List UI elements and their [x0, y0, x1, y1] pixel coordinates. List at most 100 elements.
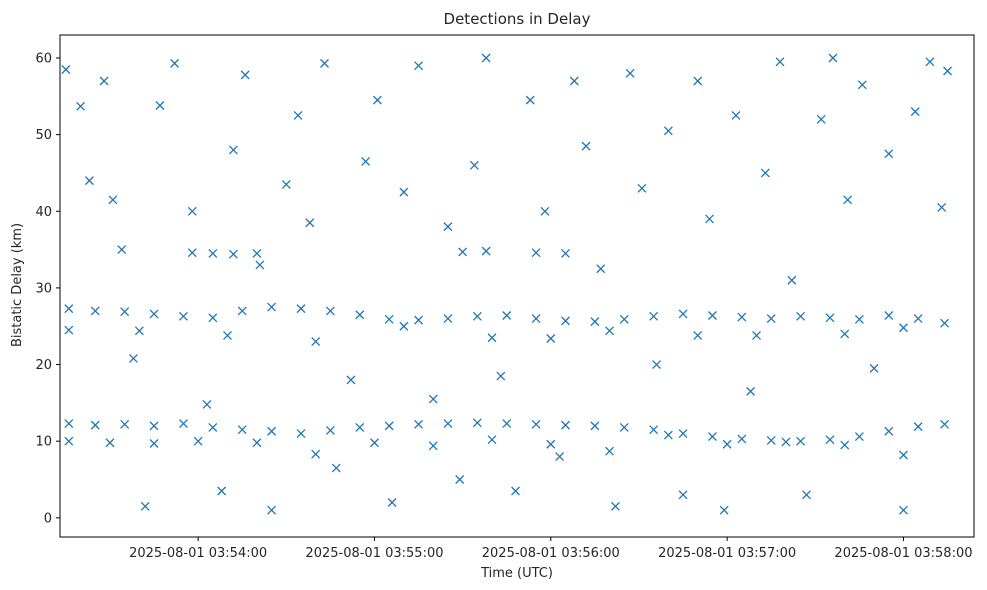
data-point-marker — [428, 441, 438, 451]
data-point-marker — [443, 222, 453, 232]
y-tick-label: 0 — [44, 511, 52, 526]
data-point-marker — [816, 114, 826, 124]
y-tick-label: 20 — [35, 358, 52, 373]
data-point-marker — [825, 313, 835, 323]
data-point-marker — [707, 311, 717, 320]
y-tick-label: 50 — [35, 128, 52, 143]
data-point-marker — [722, 439, 732, 449]
data-point-marker — [796, 311, 806, 321]
data-point-marker — [857, 80, 867, 90]
data-point-marker — [361, 156, 371, 166]
data-point-marker — [387, 498, 397, 507]
x-tick-label: 2025-08-01 03:57:00 — [658, 546, 796, 561]
y-tick-label: 60 — [35, 51, 52, 66]
data-point-marker — [399, 187, 409, 197]
x-tick-label: 2025-08-01 03:54:00 — [129, 546, 267, 561]
data-point-marker — [840, 329, 850, 339]
data-point-marker — [458, 247, 468, 257]
data-point-marker — [649, 425, 659, 435]
data-point-marker — [84, 176, 94, 186]
y-tick-label: 10 — [35, 435, 52, 450]
x-axis-label: Time (UTC) — [480, 566, 553, 581]
y-tick-label: 30 — [35, 281, 52, 296]
data-point-marker — [170, 58, 180, 68]
data-point-marker — [187, 248, 197, 258]
data-point-marker — [546, 334, 556, 343]
data-point-marker — [546, 439, 556, 449]
data-point-marker — [610, 501, 620, 511]
x-tick-label: 2025-08-01 03:56:00 — [482, 546, 620, 561]
data-point-marker — [787, 275, 797, 285]
data-point-marker — [796, 436, 806, 446]
plot-marks — [61, 53, 953, 515]
data-point-marker — [120, 307, 130, 317]
data-point-marker — [869, 363, 879, 373]
plot-axes: 0 10 20 30 40 50 60 2025-08-01 03:54:00 2025-08-… — [35, 34, 975, 561]
data-point-marker — [561, 420, 570, 430]
data-point-marker — [649, 311, 659, 321]
data-point-marker — [581, 141, 591, 151]
data-point-marker — [940, 318, 950, 328]
data-point-marker — [737, 434, 747, 444]
data-point-marker — [399, 321, 409, 331]
data-point-marker — [746, 386, 756, 396]
data-point-marker — [472, 311, 482, 321]
data-point-marker — [884, 311, 894, 320]
data-point-marker — [605, 446, 615, 456]
data-point-marker — [129, 353, 138, 363]
data-point-marker — [802, 490, 811, 500]
data-point-marker — [64, 436, 74, 446]
data-point-marker — [178, 419, 188, 429]
data-point-marker — [120, 419, 130, 429]
data-point-marker — [155, 101, 165, 110]
data-point-marker — [469, 160, 479, 170]
data-point-marker — [561, 316, 570, 326]
plot-frame — [59, 34, 975, 538]
data-point-marker — [149, 421, 159, 431]
data-point-marker — [414, 315, 424, 325]
data-point-marker — [76, 101, 86, 111]
y-axis-label: Bistatic Delay (km) — [10, 223, 25, 347]
data-point-marker — [531, 248, 541, 258]
data-point-marker — [296, 304, 306, 314]
data-point-marker — [228, 249, 238, 259]
data-point-marker — [502, 311, 512, 320]
data-point-marker — [90, 420, 100, 430]
data-point-marker — [760, 168, 770, 178]
data-point-marker — [208, 422, 218, 432]
data-point-marker — [414, 419, 424, 429]
data-point-marker — [117, 245, 127, 255]
data-point-marker — [496, 371, 506, 381]
data-point-marker — [281, 179, 291, 189]
data-point-marker — [267, 426, 277, 436]
data-point-marker — [325, 306, 335, 316]
data-point-marker — [913, 422, 923, 432]
data-point-marker — [766, 435, 776, 445]
data-point-marker — [511, 486, 520, 496]
data-point-marker — [325, 426, 335, 435]
data-point-marker — [140, 501, 150, 511]
data-point-marker — [719, 505, 729, 515]
data-point-marker — [217, 486, 227, 496]
data-point-marker — [590, 421, 600, 431]
data-point-marker — [828, 53, 838, 63]
data-point-marker — [64, 419, 74, 429]
data-point-marker — [525, 95, 535, 105]
data-point-marker — [487, 333, 497, 343]
data-point-marker — [843, 195, 853, 205]
data-point-marker — [237, 306, 247, 316]
data-point-marker — [149, 439, 159, 448]
data-point-marker — [90, 306, 100, 316]
data-point-marker — [64, 325, 74, 335]
data-point-marker — [61, 65, 71, 74]
data-point-marker — [208, 248, 218, 258]
data-point-marker — [414, 61, 424, 71]
data-point-marker — [240, 70, 250, 80]
data-point-marker — [854, 314, 864, 324]
data-point-marker — [663, 430, 673, 440]
data-point-marker — [913, 314, 923, 324]
data-point-marker — [370, 438, 379, 448]
data-point-marker — [305, 218, 315, 228]
